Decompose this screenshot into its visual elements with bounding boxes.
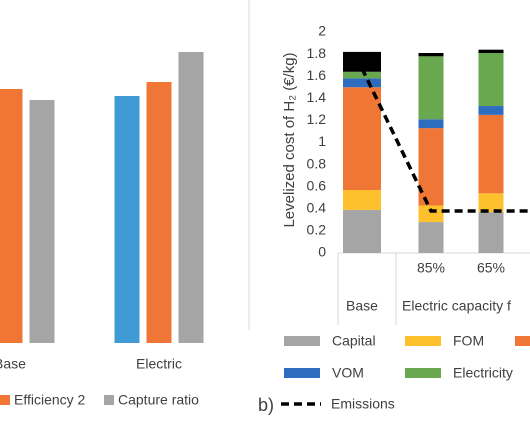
x-tick-label: Base [346, 298, 378, 314]
bar-segment [343, 190, 381, 210]
bar-segment [418, 128, 444, 206]
bar-segment [418, 52, 444, 57]
legend-swatch [405, 336, 441, 346]
legend-label: FOM [453, 333, 484, 349]
y-tick-label: 0.6 [307, 177, 327, 193]
y-tick-label: 1.8 [307, 45, 327, 61]
y-tick-label: 1.4 [307, 89, 327, 105]
bar-segment [418, 205, 444, 223]
legend-swatch [284, 368, 320, 378]
y-tick-label: 0 [318, 244, 326, 260]
y-tick-label: 1.6 [307, 67, 327, 83]
bar [146, 82, 172, 343]
y-tick-label: 1 [318, 133, 326, 149]
emissions-line [360, 67, 530, 213]
group-label: Electric capacity f [402, 298, 511, 314]
y-tick-label: 1.2 [307, 111, 327, 127]
bar-segment [418, 222, 444, 253]
bar [178, 52, 204, 343]
legend-swatch [405, 368, 441, 378]
x-tick-label: 85% [417, 260, 445, 276]
legend-swatch [515, 336, 530, 346]
legend-swatch [284, 336, 320, 346]
legend-label: Electricity [453, 365, 513, 381]
legend-label: Emissions [331, 396, 395, 412]
bar-segment [343, 87, 381, 191]
bar-segment [343, 71, 381, 79]
bar-segment [478, 212, 504, 253]
bar-segment [418, 119, 444, 129]
legend-label: Efficiency 2 [14, 392, 86, 408]
bar-segment [343, 51, 381, 72]
bar-segment [478, 193, 504, 213]
legend-label: VOM [332, 365, 364, 381]
bar-segment [478, 114, 504, 194]
bar-segment [343, 78, 381, 88]
legend-swatch [104, 395, 114, 405]
x-tick-label: Electric [136, 356, 182, 372]
x-tick-label: 65% [477, 260, 505, 276]
y-tick-label: 0.8 [307, 155, 327, 171]
y-tick-label: 0.4 [307, 200, 327, 216]
bar-segment [343, 209, 381, 253]
panel-label: b) [258, 395, 274, 415]
bar-segment [478, 49, 504, 53]
bar-segment [418, 56, 444, 120]
bar [114, 96, 140, 343]
legend-label: Capture ratio [118, 392, 199, 408]
bar-segment [478, 52, 504, 107]
legend-swatch [0, 395, 10, 405]
y-tick-label: 2 [318, 23, 326, 39]
bar [0, 89, 23, 343]
bar [29, 100, 55, 343]
legend-label: Capital [332, 333, 376, 349]
y-tick-label: 0.2 [307, 222, 327, 238]
y-axis-title: Levelized cost of H₂ (€/kg) [281, 52, 298, 227]
bar-segment [478, 106, 504, 115]
x-tick-label: Base [0, 356, 26, 372]
